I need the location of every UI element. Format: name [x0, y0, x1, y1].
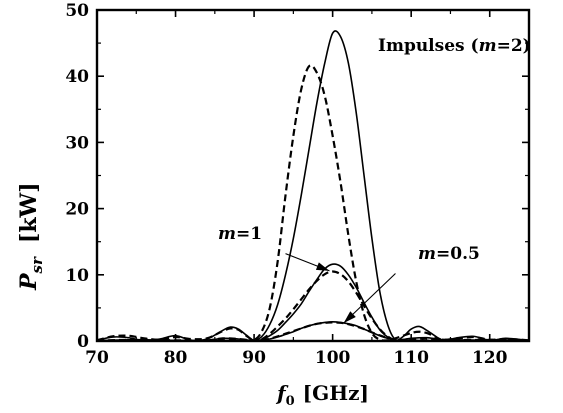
x-tick-label: 120 [472, 348, 508, 368]
series-layer [96, 30, 530, 342]
y-tick-label: 20 [65, 200, 89, 220]
series-line-3-solid [96, 263, 530, 342]
arrowhead-2 [343, 311, 356, 324]
annotation-arrows [285, 253, 396, 324]
series-line-1-solid [96, 30, 530, 342]
annotation-m05: m=0.5 [418, 244, 480, 264]
x-tick-label: 90 [242, 348, 266, 368]
y-tick-label: 30 [65, 133, 89, 153]
series-line-2-dashed [96, 64, 530, 342]
x-tick-label: 100 [315, 348, 351, 368]
series-line-6-dashed [96, 321, 530, 342]
x-tick-label: 80 [164, 348, 188, 368]
y-tick-label: 50 [65, 1, 89, 21]
x-tick-label: 110 [393, 348, 429, 368]
y-axis-label: Psr[kW] [16, 182, 46, 291]
arrowhead-1 [315, 262, 330, 271]
plot-frame [95, 8, 531, 343]
annotation-m1: m=1 [218, 224, 262, 244]
y-tick-label: 40 [65, 67, 89, 87]
series-line-4-dashed [96, 270, 530, 342]
annotation-impulses: Impulses (m=2) [378, 36, 531, 56]
y-tick-label: 0 [77, 332, 89, 352]
x-tick-label: 70 [85, 348, 109, 368]
axis-ticks: 70 80 90 100 110 120 0 10 20 30 40 50 [65, 1, 529, 368]
x-axis-label: f0 [GHz] [275, 381, 369, 409]
y-tick-label: 10 [65, 266, 89, 286]
